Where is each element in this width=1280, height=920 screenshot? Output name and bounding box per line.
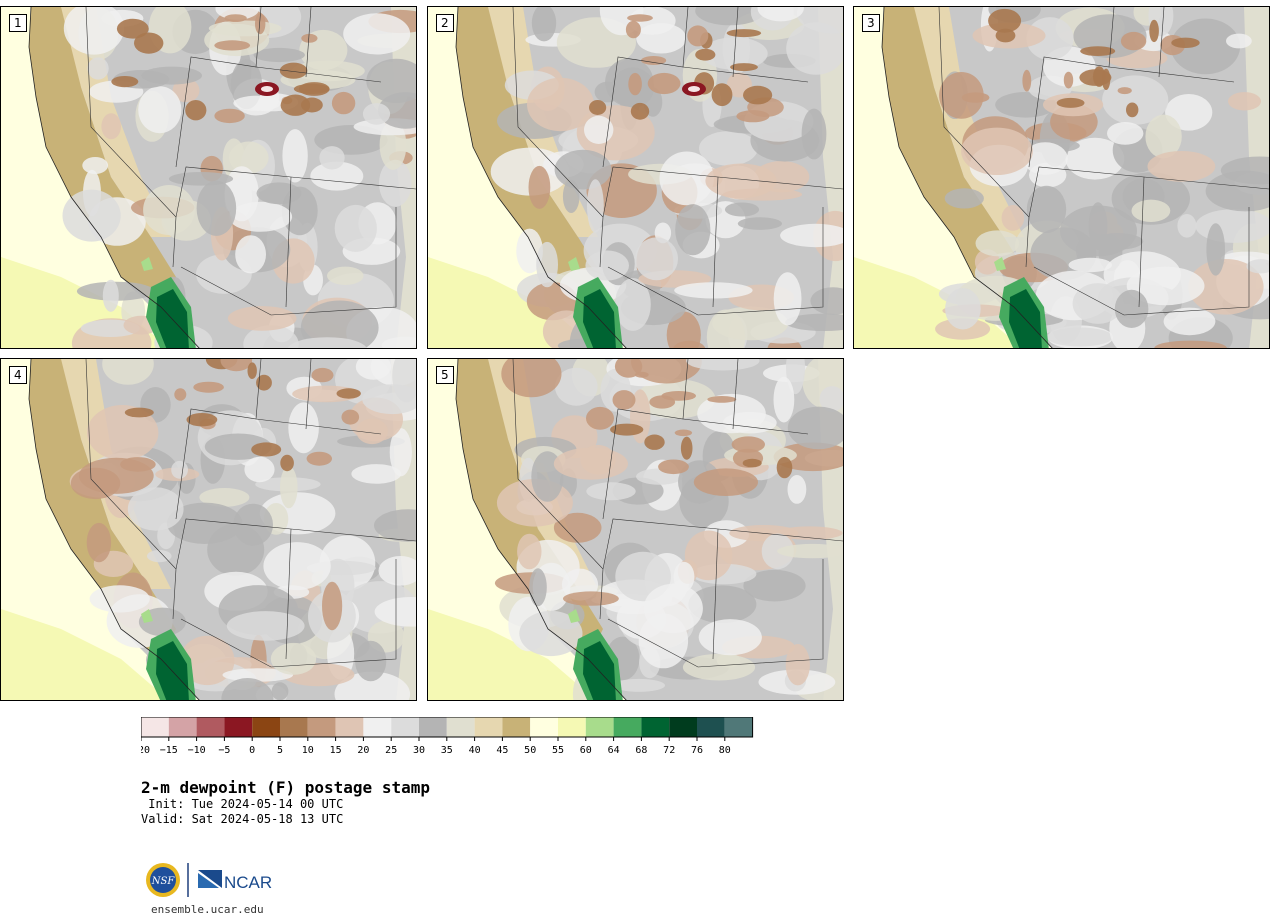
colorbar-tick-label: 50 bbox=[524, 745, 536, 756]
valid-time: Valid: Sat 2024-05-18 13 UTC bbox=[141, 812, 344, 826]
colorbar-tick-label: 0 bbox=[249, 745, 255, 756]
colorbar-swatch bbox=[391, 717, 419, 737]
colorbar-tick-label: 80 bbox=[719, 745, 731, 756]
colorbar-tick-label: 68 bbox=[635, 745, 647, 756]
colorbar-tick-label: 15 bbox=[330, 745, 342, 756]
panel-number: 5 bbox=[436, 366, 454, 384]
colorbar-tick-label: 60 bbox=[580, 745, 592, 756]
colorbar-tick-label: 40 bbox=[469, 745, 481, 756]
dewpoint-map bbox=[854, 7, 1269, 348]
colorbar-tick-label: 5 bbox=[277, 745, 283, 756]
colorbar-tick-label: 30 bbox=[413, 745, 425, 756]
colorbar-swatch bbox=[474, 717, 503, 737]
map-panel-5: 5 bbox=[427, 358, 844, 701]
colorbar-swatch bbox=[724, 717, 753, 737]
colorbar-swatch bbox=[252, 717, 280, 737]
nsf-logo-icon: NSF bbox=[146, 863, 180, 897]
colorbar-tick-label: 20 bbox=[357, 745, 369, 756]
colorbar-swatch bbox=[168, 717, 197, 737]
dewpoint-map bbox=[428, 359, 843, 700]
colorbar-swatch bbox=[502, 717, 531, 737]
site-url: ensemble.ucar.edu bbox=[151, 903, 264, 916]
svg-text:NSF: NSF bbox=[151, 876, 176, 887]
colorbar-swatch bbox=[697, 717, 725, 737]
dewpoint-map bbox=[1, 359, 416, 700]
colorbar-tick-label: 35 bbox=[441, 745, 453, 756]
map-panel-3: 3 bbox=[853, 6, 1270, 349]
ncar-logo-icon: NCAR bbox=[198, 870, 272, 892]
colorbar-swatch bbox=[280, 717, 308, 737]
colorbar-swatch bbox=[419, 717, 447, 737]
colorbar-tick-label: −20 bbox=[141, 745, 150, 756]
colorbar-swatch bbox=[446, 717, 475, 737]
nsf-ncar-logo: NSF NCAR bbox=[146, 863, 272, 897]
chart-title: 2-m dewpoint (F) postage stamp bbox=[141, 778, 430, 797]
colorbar-tick-label: −15 bbox=[160, 745, 178, 756]
colorbar-swatch bbox=[224, 717, 253, 737]
colorbar: −20 −15 −10 −5 0 5 10 15 20 25 30 35 40 45 50 55 60 64 68 7… bbox=[141, 717, 754, 756]
colorbar-swatch bbox=[669, 717, 697, 737]
panel-number: 1 bbox=[9, 14, 27, 32]
colorbar-swatch bbox=[530, 717, 558, 737]
colorbar-swatch bbox=[307, 717, 336, 737]
colorbar-tick-label: 25 bbox=[385, 745, 397, 756]
map-panel-1: 1 bbox=[0, 6, 417, 349]
init-time: Init: Tue 2024-05-14 00 UTC bbox=[141, 797, 344, 811]
colorbar-tick-label: −10 bbox=[188, 745, 206, 756]
colorbar-swatch bbox=[558, 717, 586, 737]
map-panel-4: 4 bbox=[0, 358, 417, 701]
colorbar-tick-label: 72 bbox=[663, 745, 675, 756]
svg-text:NCAR: NCAR bbox=[224, 873, 272, 892]
colorbar-tick-label: −5 bbox=[218, 745, 230, 756]
panel-number: 4 bbox=[9, 366, 27, 384]
panel-number: 3 bbox=[862, 14, 880, 32]
colorbar-tick-label: 64 bbox=[608, 745, 620, 756]
colorbar-swatch bbox=[196, 717, 225, 737]
colorbar-tick-label: 10 bbox=[302, 745, 314, 756]
dewpoint-map bbox=[428, 7, 843, 348]
colorbar-tick-label: 55 bbox=[552, 745, 564, 756]
dewpoint-map bbox=[1, 7, 416, 348]
map-panel-2: 2 bbox=[427, 6, 844, 349]
colorbar-tick-label: 76 bbox=[691, 745, 703, 756]
colorbar-swatch bbox=[335, 717, 364, 737]
colorbar-swatch bbox=[141, 717, 169, 737]
colorbar-swatch bbox=[363, 717, 392, 737]
colorbar-swatch bbox=[641, 717, 670, 737]
panel-number: 2 bbox=[436, 14, 454, 32]
colorbar-swatch bbox=[613, 717, 642, 737]
colorbar-tick-label: 45 bbox=[496, 745, 508, 756]
colorbar-swatch bbox=[585, 717, 614, 737]
